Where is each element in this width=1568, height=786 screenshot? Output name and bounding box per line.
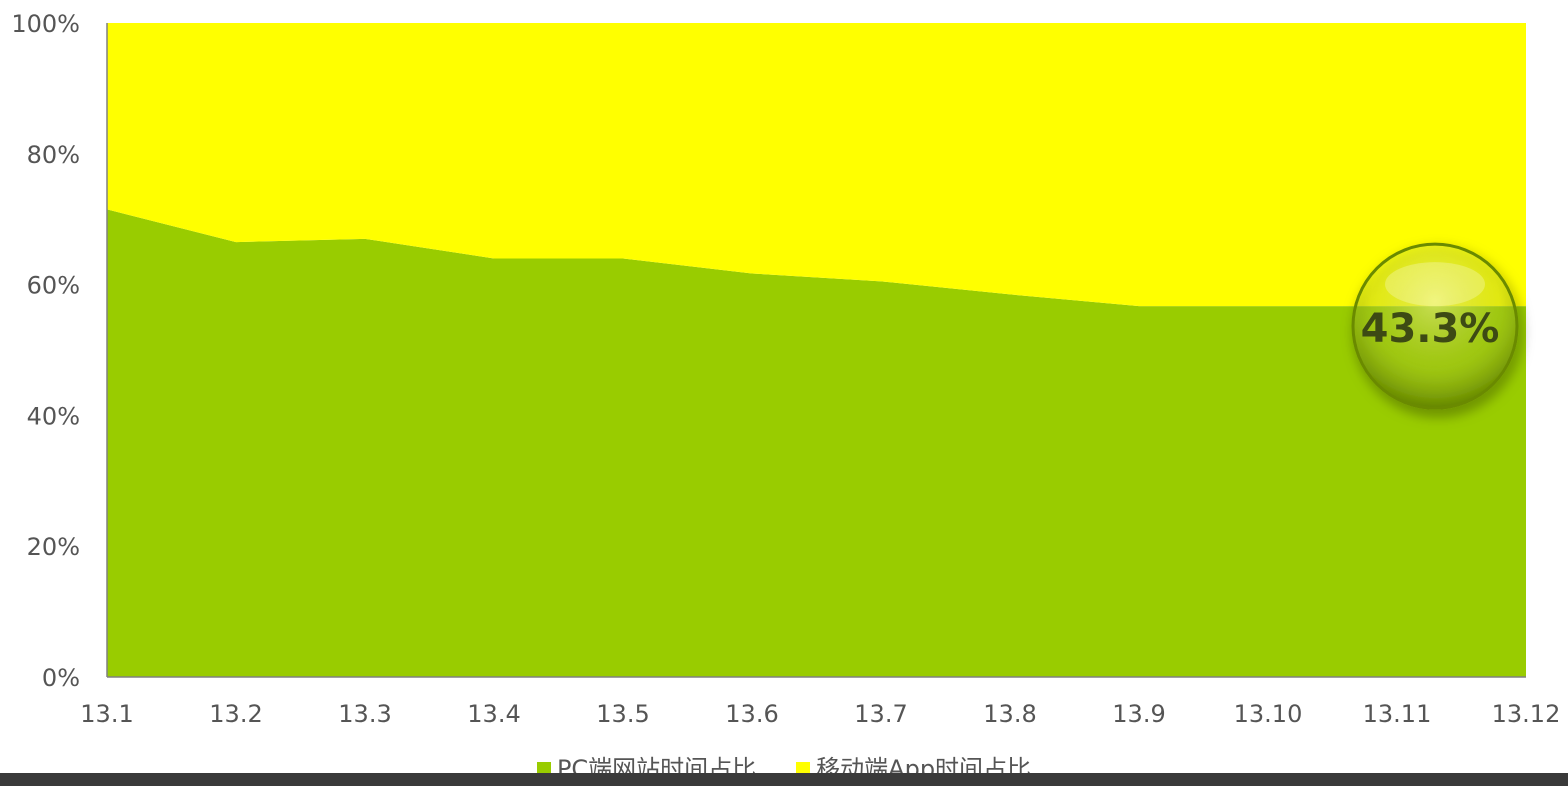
area-series-0	[107, 209, 1526, 677]
y-tick-label: 60%	[27, 272, 80, 300]
callout-label: 43.3%	[1361, 306, 1500, 352]
x-tick-label: 13.3	[338, 700, 391, 728]
bottom-bar	[0, 773, 1568, 786]
y-tick-label: 20%	[27, 533, 80, 561]
x-tick-label: 13.9	[1112, 700, 1165, 728]
x-tick-label: 13.8	[983, 700, 1036, 728]
y-tick-label: 40%	[27, 402, 80, 430]
y-tick-label: 100%	[11, 10, 80, 38]
x-tick-label: 13.11	[1363, 700, 1432, 728]
x-tick-label: 13.2	[209, 700, 262, 728]
x-tick-label: 13.1	[80, 700, 133, 728]
x-tick-label: 13.7	[854, 700, 907, 728]
callout-highlight	[1385, 262, 1485, 307]
x-tick-label: 13.12	[1492, 700, 1561, 728]
legend-swatch-mobile	[796, 762, 811, 776]
callout-circle	[1351, 242, 1519, 410]
y-tick-label: 0%	[42, 664, 80, 692]
y-tick-label: 80%	[27, 141, 80, 169]
x-tick-label: 13.4	[467, 700, 520, 728]
x-tick-label: 13.5	[596, 700, 649, 728]
legend-swatch-pc	[536, 762, 551, 776]
callout-lens: 43.3%	[1351, 242, 1519, 410]
area-series-1	[107, 23, 1526, 307]
x-tick-label: 13.10	[1234, 700, 1303, 728]
x-tick-label: 13.6	[725, 700, 778, 728]
